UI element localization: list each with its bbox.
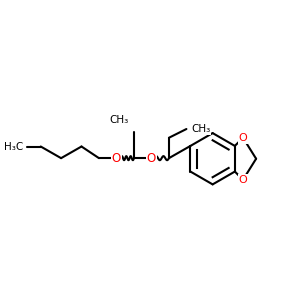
Text: O: O [147, 152, 156, 165]
Text: O: O [238, 175, 247, 185]
Text: O: O [112, 152, 121, 165]
Text: H₃C: H₃C [4, 142, 23, 152]
Text: CH₃: CH₃ [110, 115, 129, 125]
Text: CH₃: CH₃ [191, 124, 211, 134]
Text: O: O [238, 133, 247, 143]
